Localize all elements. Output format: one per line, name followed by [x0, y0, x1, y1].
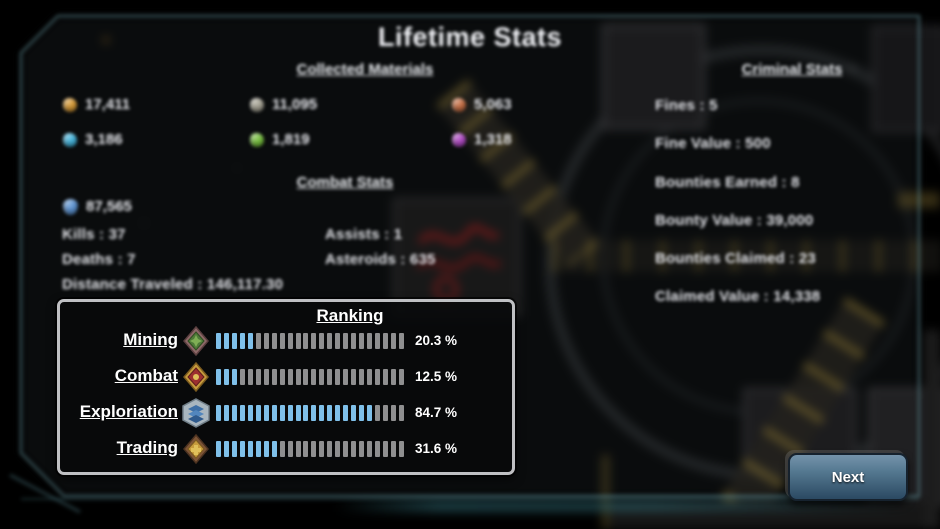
collected-materials-header: Collected Materials [296, 61, 434, 78]
fuel-value: 87,565 [86, 198, 132, 215]
material-stat: 17,411 [63, 96, 130, 113]
material-value: 1,819 [272, 131, 310, 148]
screen-margin-right [924, 330, 940, 529]
ranking-row-combat: Combat 12.5 % [60, 360, 512, 394]
bounty-value-stat: Bounty Value : 39,000 [655, 212, 814, 229]
deaths-stat: Deaths : 7 [62, 251, 136, 268]
crystal-cyan-icon [63, 132, 77, 147]
bounties-earned-stat: Bounties Earned : 8 [655, 174, 800, 191]
exploration-badge-icon [180, 396, 212, 430]
exploration-progress-bar [216, 405, 404, 421]
material-value: 17,411 [85, 96, 131, 113]
material-stat: 3,186 [63, 131, 123, 148]
ranking-row-mining: Mining 20.3 % [60, 324, 512, 358]
trading-label: Trading [116, 438, 178, 457]
criminal-stats-header: Criminal Stats [741, 61, 843, 78]
material-value: 5,063 [474, 96, 512, 113]
crystal-purple-icon [452, 132, 466, 147]
next-button[interactable]: Next [788, 453, 908, 501]
fuel-droplet-icon [63, 198, 78, 215]
material-stat: 5,063 [452, 96, 512, 113]
exploration-percent: 84.7 % [415, 405, 458, 420]
combat-label: Combat [114, 366, 178, 385]
kills-stat: Kills : 37 [62, 226, 126, 243]
ore-silver-icon [250, 97, 264, 112]
exploration-label: Exploriation [79, 402, 178, 421]
material-value: 3,186 [85, 131, 123, 148]
mining-label: Mining [123, 330, 178, 349]
mining-progress-bar [216, 333, 404, 349]
ranking-row-exploration: Exploriation 84.7 % [60, 396, 512, 430]
bottom-teal-band [335, 500, 915, 512]
combat-badge-icon [180, 360, 212, 394]
ranking-row-trading: Trading 31.6 % [60, 432, 512, 466]
combat-stats-header: Combat Stats [296, 174, 394, 191]
mining-badge-icon [180, 324, 212, 358]
material-stat: 1,819 [250, 131, 310, 148]
ranking-panel: Ranking Mining 20.3 % Combat [57, 299, 515, 475]
mining-percent: 20.3 % [415, 333, 458, 348]
trading-badge-icon [180, 432, 212, 466]
fines-stat: Fines : 5 [655, 97, 718, 114]
trading-progress-bar [216, 441, 404, 457]
combat-percent: 12.5 % [415, 369, 458, 384]
combat-progress-bar [216, 369, 404, 385]
material-value: 11,095 [272, 96, 318, 113]
material-stat: 1,318 [452, 131, 512, 148]
bounties-claimed-stat: Bounties Claimed : 23 [655, 250, 816, 267]
ore-copper-icon [452, 97, 466, 112]
ranking-header: Ranking [316, 306, 384, 325]
fuel-stat: 87,565 [63, 198, 132, 215]
claimed-value-stat: Claimed Value : 14,338 [655, 288, 821, 305]
page-title: Lifetime Stats [377, 22, 563, 52]
material-stat: 11,095 [250, 96, 317, 113]
material-value: 1,318 [474, 131, 512, 148]
asteroids-stat: Asteroids : 635 [325, 251, 436, 268]
ore-gold-icon [63, 97, 77, 112]
crystal-green-icon [250, 132, 264, 147]
assists-stat: Assists : 1 [325, 226, 403, 243]
fine-value-stat: Fine Value : 500 [655, 135, 771, 152]
trading-percent: 31.6 % [415, 441, 458, 456]
distance-stat: Distance Traveled : 146,117.30 [62, 276, 284, 293]
